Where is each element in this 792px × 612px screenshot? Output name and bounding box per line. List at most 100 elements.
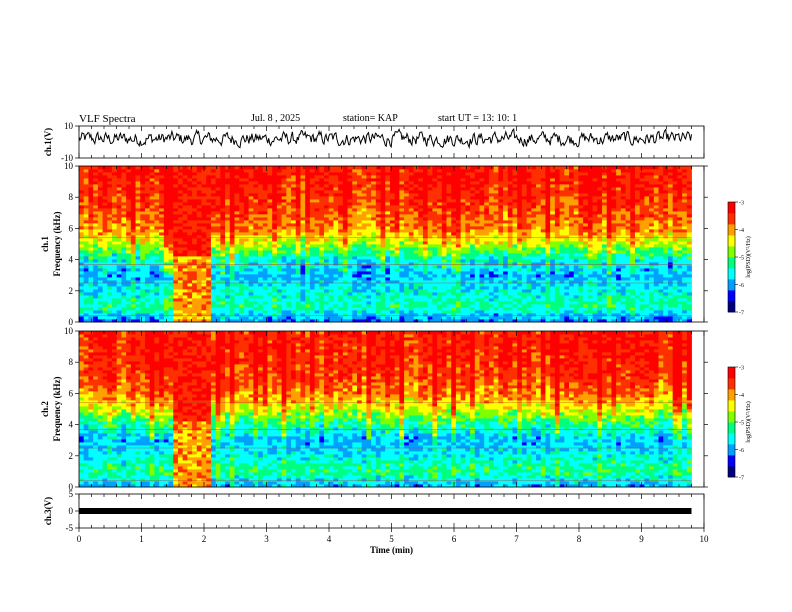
spectrogram-cell xyxy=(314,316,320,320)
spectrogram-cell xyxy=(583,310,589,314)
spectrogram-cell xyxy=(413,268,419,272)
spectrogram-cell xyxy=(507,220,513,224)
spectrogram-cell xyxy=(342,289,348,293)
spectrogram-cell xyxy=(361,304,367,308)
spectrogram-cell xyxy=(601,259,608,263)
spectrogram-cell xyxy=(451,271,457,275)
spectrogram-cell xyxy=(206,214,212,218)
spectrogram-cell xyxy=(225,250,231,254)
spectrogram-cell xyxy=(677,256,683,260)
spectrogram-cell xyxy=(149,250,155,254)
spectrogram-cell xyxy=(192,301,198,305)
spectrogram-cell xyxy=(342,247,348,251)
spectrogram-cell xyxy=(686,274,692,278)
spectrogram-cell xyxy=(234,319,240,323)
spectrogram-cell xyxy=(554,241,560,245)
spectrogram-cell xyxy=(328,283,334,287)
spectrogram-cell xyxy=(248,268,254,272)
spectrogram-cell xyxy=(234,292,240,296)
spectrogram-cell xyxy=(366,265,372,269)
spectrogram-cell xyxy=(88,316,94,320)
spectrogram-cell xyxy=(88,244,94,248)
spectrogram-cell xyxy=(634,313,641,317)
spectrogram-cell xyxy=(394,217,400,221)
spectrogram-cell xyxy=(408,316,414,320)
spectrogram-cell xyxy=(498,310,504,314)
spectrogram-cell xyxy=(446,316,452,320)
spectrogram-cell xyxy=(135,274,141,278)
spectrogram-cell xyxy=(550,274,556,278)
spectrogram-cell xyxy=(470,250,476,254)
spectrogram-cell xyxy=(526,214,532,218)
spectrogram-cell xyxy=(366,268,372,272)
spectrogram-cell xyxy=(592,214,598,218)
spectrogram-cell xyxy=(111,313,118,317)
spectrogram-cell xyxy=(196,253,202,257)
spectrogram-cell xyxy=(540,274,546,278)
spectrogram-cell xyxy=(276,295,282,299)
spectrogram-cell xyxy=(399,298,405,302)
spectrogram-cell xyxy=(220,214,226,218)
spectrogram-cell xyxy=(380,250,386,254)
spectrogram-cell xyxy=(177,229,184,233)
spectrogram-cell xyxy=(352,220,358,224)
spectrogram-cell xyxy=(305,268,311,272)
spectrogram-cell xyxy=(653,241,659,245)
spectrogram-cell xyxy=(474,250,480,254)
spectrogram-cell xyxy=(550,310,556,314)
spectrogram-cell xyxy=(111,220,118,224)
spectrogram-cell xyxy=(234,211,240,215)
spectrogram-cell xyxy=(248,256,254,260)
spectrogram-cell xyxy=(291,238,297,242)
spectrogram-cell xyxy=(149,316,155,320)
spectrogram-cell xyxy=(144,214,151,218)
spectrogram-cell xyxy=(262,223,268,227)
spectrogram-cell xyxy=(352,310,358,314)
spectrogram-cell xyxy=(630,295,636,299)
spectrogram-cell xyxy=(93,253,99,257)
spectrogram-cell xyxy=(130,319,136,323)
spectrogram-cell xyxy=(484,244,490,248)
spectrogram-cell xyxy=(418,211,424,215)
spectrogram-cell xyxy=(229,292,235,296)
spectrogram-cell xyxy=(253,208,259,212)
spectrogram-cell xyxy=(328,262,334,266)
spectrogram-cell xyxy=(126,208,132,212)
spectrogram-cell xyxy=(97,268,103,272)
spectrogram-cell xyxy=(215,232,221,236)
spectrogram-cell xyxy=(121,271,127,275)
spectrogram-cell xyxy=(418,307,424,311)
spectrogram-cell xyxy=(229,310,235,314)
spectrogram-cell xyxy=(319,253,325,257)
spectrogram-cell xyxy=(206,244,212,248)
spectrogram-cell xyxy=(130,292,136,296)
spectrogram-cell xyxy=(234,241,240,245)
spectrogram-cell xyxy=(550,262,556,266)
spectrogram-cell xyxy=(653,244,659,248)
spectrogram-cell xyxy=(140,307,146,311)
spectrogram-cell xyxy=(177,241,184,245)
spectrogram-cell xyxy=(616,220,622,224)
spectrogram-cell xyxy=(248,295,254,299)
spectrogram-cell xyxy=(352,298,358,302)
spectrogram-cell xyxy=(394,256,400,260)
spectrogram-cell xyxy=(634,247,641,251)
spectrogram-cell xyxy=(620,271,626,275)
spectrogram-cell xyxy=(625,319,631,323)
spectrogram-cell xyxy=(404,241,410,245)
spectrogram-cell xyxy=(578,220,584,224)
spectrogram-cell xyxy=(389,247,396,251)
spectrogram-cell xyxy=(352,307,358,311)
spectrogram-cell xyxy=(446,253,452,257)
spectrogram-cell xyxy=(328,310,334,314)
spectrogram-cell xyxy=(653,214,659,218)
spectrogram-cell xyxy=(177,226,184,230)
spectrogram-cell xyxy=(644,241,650,245)
spectrogram-cell xyxy=(625,304,631,308)
spectrogram-cell xyxy=(79,208,85,212)
spectrogram-cell xyxy=(484,256,490,260)
spectrogram-cell xyxy=(606,316,612,320)
spectrogram-cell xyxy=(408,274,414,278)
spectrogram-cell xyxy=(606,223,612,227)
spectrogram-cell xyxy=(507,274,513,278)
